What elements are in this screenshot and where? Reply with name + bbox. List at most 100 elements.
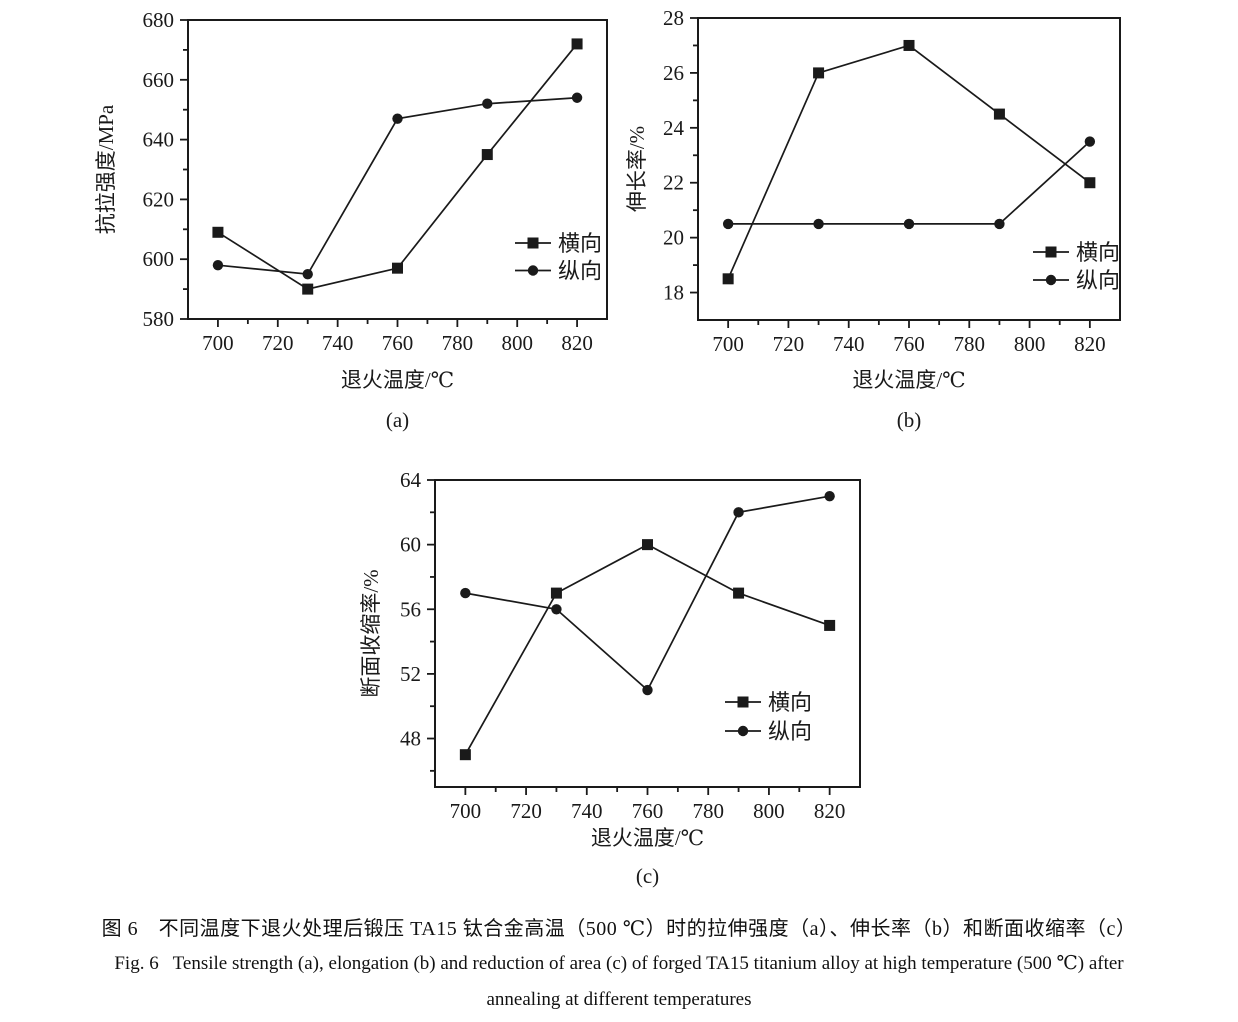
circle-marker <box>302 268 313 280</box>
circle-marker <box>571 92 583 103</box>
x-tick-label: 700 <box>202 331 234 355</box>
square-marker <box>824 619 836 631</box>
x-axis-title: 退火温度/℃ <box>852 368 965 392</box>
series-line-transverse <box>727 44 1091 280</box>
x-tick-label: 800 <box>501 331 533 355</box>
y-tick-label: 18 <box>663 281 684 305</box>
square-marker <box>813 67 825 79</box>
caption-chinese: 图 6 不同温度下退火处理后锻压 TA15 钛合金高温（500 ℃）时的拉伸强度… <box>101 918 1137 940</box>
x-tick-label: 740 <box>571 799 603 823</box>
square-marker <box>550 587 562 599</box>
square-marker <box>1045 246 1057 258</box>
circle-marker <box>527 265 539 276</box>
square-marker <box>903 39 915 51</box>
x-axis-title: 退火温度/℃ <box>341 368 454 392</box>
square-marker <box>302 283 314 295</box>
legend-label: 横向 <box>768 690 812 715</box>
legend-label: 横向 <box>558 231 602 256</box>
square-marker <box>481 149 493 161</box>
circle-marker <box>460 587 471 599</box>
y-tick-label: 580 <box>143 307 175 331</box>
chart-a-tensile-strength: 700 720 740 760 780 800 820 580 600 620 640 660 680 退… <box>94 8 608 432</box>
x-axis-title: 退火温度/℃ <box>591 826 704 850</box>
x-tick-label: 800 <box>753 799 785 823</box>
y-axis-title: 抗拉强度/MPa <box>94 104 118 234</box>
legend-label: 纵向 <box>558 259 602 284</box>
x-tick-label: 820 <box>1074 332 1106 356</box>
circle-marker <box>722 218 734 230</box>
square-marker <box>722 273 734 285</box>
circle-marker <box>903 218 915 230</box>
y-tick-label: 20 <box>663 226 684 250</box>
circle-marker <box>994 218 1005 230</box>
circle-marker <box>642 684 653 696</box>
square-marker <box>212 226 224 238</box>
series-line-longitudinal <box>217 96 578 276</box>
y-tick-label: 24 <box>663 116 685 140</box>
square-marker <box>571 38 583 50</box>
subplot-label: (c) <box>636 864 659 888</box>
x-tick-label: 740 <box>833 332 865 356</box>
circle-marker <box>733 507 744 518</box>
circle-marker <box>482 98 493 109</box>
y-tick-label: 680 <box>143 8 175 32</box>
y-axis-title: 断面收缩率/% <box>359 569 383 697</box>
square-marker <box>527 237 539 249</box>
circle-marker <box>212 259 224 271</box>
circle-marker <box>551 604 562 615</box>
caption-english-line1: Fig. 6 Tensile strength (a), elongation … <box>114 953 1124 974</box>
y-tick-label: 56 <box>400 597 421 621</box>
x-tick-label: 800 <box>1014 332 1046 356</box>
legend-label: 横向 <box>1076 240 1120 265</box>
y-tick-label: 26 <box>663 61 684 85</box>
x-tick-label: 720 <box>510 799 541 823</box>
x-tick-label: 760 <box>632 799 664 823</box>
square-marker <box>642 539 653 551</box>
square-marker <box>1084 177 1096 189</box>
subplot-label: (b) <box>897 408 922 432</box>
plot-border <box>187 19 608 320</box>
series-line-longitudinal <box>465 495 830 692</box>
chart-c-reduction-of-area: 700 720 740 760 780 800 820 48 52 56 60 64 退火温度/℃ 断面收… <box>359 468 861 888</box>
y-tick-label: 640 <box>143 128 175 152</box>
legend-label: 纵向 <box>1076 268 1120 293</box>
x-tick-label: 740 <box>322 331 354 355</box>
x-tick-label: 820 <box>814 799 846 823</box>
x-tick-label: 780 <box>442 331 474 355</box>
caption-english-line2: annealing at different temperatures <box>486 989 752 1010</box>
circle-marker <box>1045 274 1057 286</box>
subplot-label: (a) <box>386 408 409 432</box>
circle-marker <box>737 725 749 737</box>
square-marker <box>993 108 1005 120</box>
x-tick-label: 720 <box>262 331 294 355</box>
y-axis-title: 伸长率/% <box>625 126 649 212</box>
x-tick-label: 780 <box>954 332 986 356</box>
y-tick-label: 64 <box>400 468 422 492</box>
x-tick-label: 760 <box>382 331 414 355</box>
x-tick-label: 820 <box>561 331 593 355</box>
circle-marker <box>392 113 403 124</box>
legend-label: 纵向 <box>768 719 812 744</box>
y-tick-label: 52 <box>400 662 421 686</box>
x-tick-label: 700 <box>712 332 744 356</box>
y-tick-label: 660 <box>143 68 175 92</box>
chart-b-elongation: 700 720 740 760 780 800 820 18 20 22 24 26 28 退火温度/℃ 伸… <box>625 6 1121 432</box>
y-tick-label: 22 <box>663 171 684 195</box>
y-tick-label: 600 <box>143 247 175 271</box>
y-tick-label: 48 <box>400 727 421 751</box>
square-marker <box>392 262 403 274</box>
plot-border <box>697 17 1121 321</box>
x-tick-label: 700 <box>450 799 482 823</box>
y-tick-label: 60 <box>400 533 421 557</box>
x-tick-label: 720 <box>773 332 805 356</box>
y-tick-label: 620 <box>143 187 175 211</box>
circle-marker <box>813 218 824 230</box>
x-tick-label: 760 <box>893 332 925 356</box>
square-marker <box>459 749 471 761</box>
series-line-transverse <box>217 43 578 291</box>
circle-marker <box>824 490 835 502</box>
circle-marker <box>1084 136 1096 147</box>
square-marker <box>733 587 745 599</box>
y-tick-label: 28 <box>663 6 684 30</box>
